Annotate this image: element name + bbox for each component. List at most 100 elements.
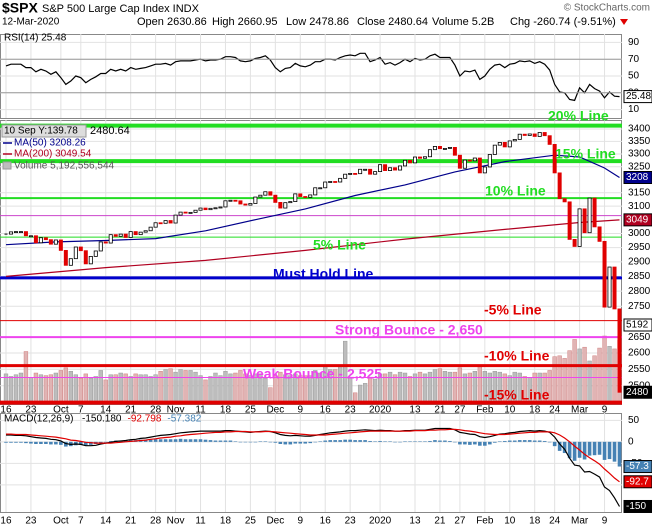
x-tick-label: 18 <box>220 516 232 527</box>
candle <box>88 255 93 265</box>
series-line <box>6 427 621 507</box>
candle <box>363 168 368 171</box>
value-box <box>623 460 652 474</box>
volume-bar <box>597 347 602 405</box>
volume-bar <box>113 374 118 405</box>
x-tick-label: 27 <box>454 516 466 527</box>
histogram-bar <box>557 441 562 451</box>
histogram-bar <box>502 440 507 442</box>
histogram-bar <box>59 441 63 445</box>
volume-bar <box>348 377 353 405</box>
candle <box>23 231 28 237</box>
histogram-bar <box>393 441 397 443</box>
candle <box>422 156 427 159</box>
histogram-bar <box>612 441 617 462</box>
volume-bar <box>462 373 468 405</box>
x-tick-label: 2020 <box>369 405 392 416</box>
histogram-bar <box>19 441 23 443</box>
candle <box>477 157 482 174</box>
x-tick-label: 7 <box>78 516 84 527</box>
histogram-bar <box>148 439 153 442</box>
x-tick-label: 25 <box>245 405 257 416</box>
candle <box>597 226 602 242</box>
volume-bar <box>198 375 203 405</box>
candle <box>123 233 128 238</box>
legend-entry: -92.798 <box>127 414 161 425</box>
value-box <box>623 385 652 399</box>
candle <box>492 144 497 155</box>
candle <box>417 156 422 159</box>
value-box-label: -57.3 <box>626 461 649 472</box>
candle <box>408 159 413 164</box>
volume-bar <box>88 377 93 405</box>
candle <box>93 250 98 257</box>
histogram-bar <box>572 441 577 461</box>
volume-bar <box>223 371 228 405</box>
candle <box>178 211 183 216</box>
level-label: 10% Line <box>485 183 546 199</box>
histogram-bar <box>458 441 462 445</box>
x-tick-label: 7 <box>78 405 84 416</box>
histogram-bar <box>178 438 183 442</box>
histogram-bar <box>507 440 512 442</box>
histogram-bar <box>163 439 168 442</box>
source: © StockCharts.com <box>564 3 650 14</box>
x-tick-label: 23 <box>25 516 37 527</box>
y-tick-label: 2950 <box>628 242 651 253</box>
value-box <box>623 171 652 185</box>
volume-bar <box>218 375 223 405</box>
histogram-bar <box>198 439 203 442</box>
volume: Volume 5.2B <box>432 16 494 28</box>
x-tick-label: 18 <box>529 405 541 416</box>
volume-bar <box>153 374 158 405</box>
close: Close 2480.64 <box>357 16 428 28</box>
volume-bar <box>452 371 458 405</box>
histogram-bar <box>173 439 178 442</box>
x-tick-label: 14 <box>100 405 112 416</box>
series-line <box>6 428 620 483</box>
candle <box>398 165 403 171</box>
candle <box>258 194 263 198</box>
volume-bar <box>58 370 64 405</box>
candle <box>138 231 143 236</box>
y-tick-label: 2850 <box>628 271 651 282</box>
y-tick-label: 3100 <box>628 201 651 212</box>
histogram-bar <box>123 440 128 442</box>
value-box <box>623 90 652 104</box>
x-tick-label: 16 <box>0 405 12 416</box>
volume-bar <box>577 348 582 405</box>
histogram-bar <box>143 439 148 442</box>
histogram-bar <box>193 439 198 442</box>
histogram-bar <box>522 440 527 442</box>
candle <box>208 207 213 211</box>
histogram-bar <box>562 441 567 454</box>
moving-average <box>5 154 620 246</box>
histogram-bar <box>348 439 352 442</box>
x-tick-label: 16 <box>320 516 332 527</box>
candle <box>68 258 73 266</box>
volume-bar <box>203 379 208 405</box>
histogram-bar <box>537 440 542 442</box>
histogram-bar <box>208 440 213 442</box>
histogram-bar <box>567 441 572 459</box>
chart-title: 2480.64 <box>90 125 130 137</box>
volume-bar <box>3 373 9 405</box>
histogram-bar <box>108 440 113 442</box>
candle <box>248 203 253 206</box>
open: Open 2630.86 <box>137 16 207 28</box>
value-box-label: 2480 <box>626 387 649 398</box>
panel-title: MACD(12,26,9) <box>4 414 73 425</box>
candle <box>587 197 592 234</box>
histogram-bar <box>14 441 18 443</box>
candle <box>133 231 138 236</box>
x-tick-label: 9 <box>602 405 608 416</box>
volume-bar <box>407 376 413 405</box>
candle <box>28 235 33 238</box>
histogram-bar <box>318 441 323 442</box>
volume-bar <box>238 370 243 405</box>
candle <box>288 201 293 204</box>
volume-bar <box>607 346 612 405</box>
histogram-bar <box>517 440 522 442</box>
histogram-bar <box>243 441 248 443</box>
histogram-bar <box>383 441 387 442</box>
